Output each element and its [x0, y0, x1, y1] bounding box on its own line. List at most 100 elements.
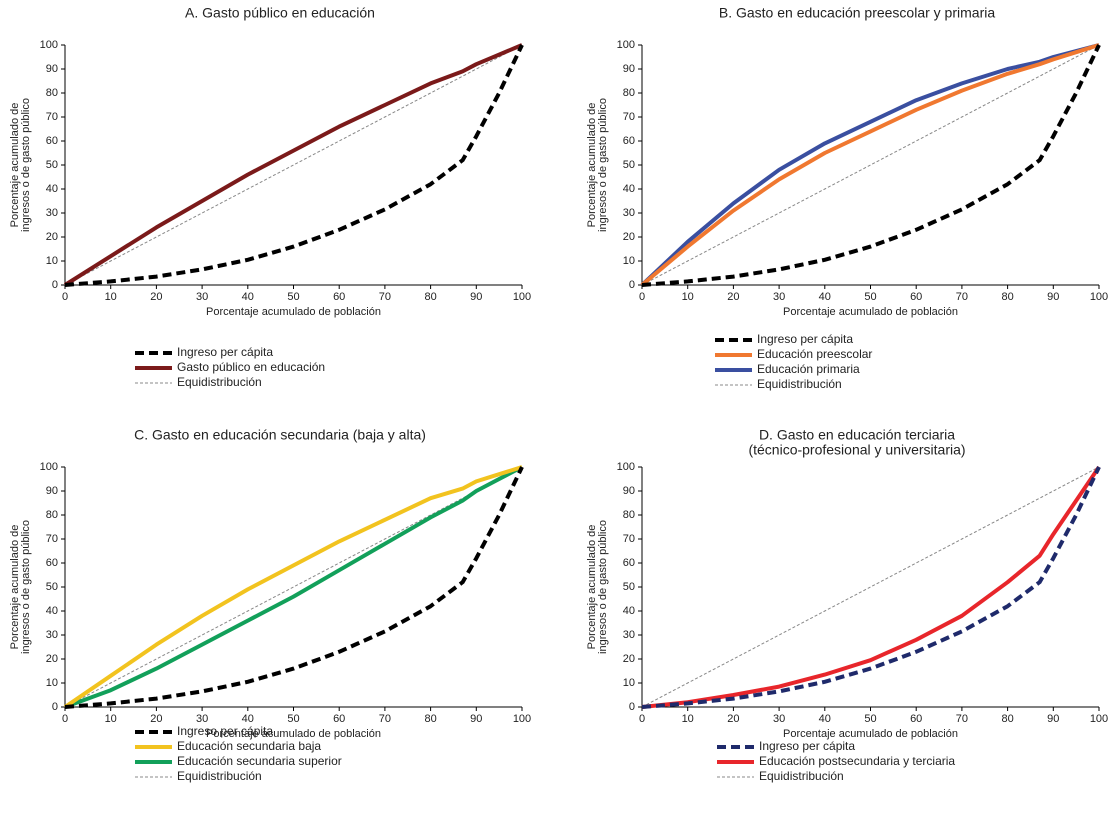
- series-line: [64, 466, 524, 709]
- y-tick-label: 90: [46, 485, 58, 497]
- series-line: [641, 44, 1101, 287]
- x-tick-label: 80: [424, 291, 436, 303]
- x-tick-label: 30: [196, 291, 208, 303]
- x-tick-label: 90: [470, 291, 482, 303]
- chart-title: C. Gasto en educación secundaria (baja y…: [134, 427, 426, 443]
- y-axis-label: ingresos o de gasto público: [597, 520, 609, 654]
- x-tick-label: 20: [727, 713, 739, 725]
- y-tick-label: 30: [623, 629, 635, 641]
- chart-title: A. Gasto público en educación: [185, 5, 375, 21]
- legend-label: Ingreso per cápita: [177, 345, 273, 359]
- y-tick-label: 60: [46, 135, 58, 147]
- x-tick-label: 30: [196, 713, 208, 725]
- x-tick-label: 0: [639, 713, 645, 725]
- legend-label: Ingreso per cápita: [177, 724, 273, 738]
- y-tick-label: 100: [617, 461, 635, 473]
- x-tick-label: 80: [1001, 713, 1013, 725]
- series-line: [641, 465, 1101, 709]
- x-tick-label: 100: [1090, 713, 1108, 725]
- legend-label: Equidistribución: [177, 375, 262, 389]
- y-tick-label: 10: [46, 255, 58, 267]
- x-tick-label: 70: [956, 291, 968, 303]
- y-tick-label: 0: [629, 701, 635, 713]
- x-tick-label: 50: [864, 291, 876, 303]
- legend-label: Ingreso per cápita: [757, 332, 853, 346]
- legend-label: Educación secundaria superior: [177, 754, 342, 768]
- y-axis-label: Porcentaje acumulado de: [9, 103, 21, 228]
- legend-label: Educación primaria: [757, 362, 860, 376]
- y-tick-label: 40: [46, 605, 58, 617]
- x-tick-label: 90: [1047, 713, 1059, 725]
- y-tick-label: 50: [623, 159, 635, 171]
- x-tick-label: 0: [62, 713, 68, 725]
- x-tick-label: 70: [379, 713, 391, 725]
- x-tick-label: 50: [287, 291, 299, 303]
- y-tick-label: 0: [52, 279, 58, 291]
- x-tick-label: 60: [910, 713, 922, 725]
- y-tick-label: 60: [623, 135, 635, 147]
- x-tick-label: 0: [62, 291, 68, 303]
- y-tick-label: 70: [46, 111, 58, 123]
- x-tick-label: 10: [105, 713, 117, 725]
- y-axis-label: ingresos o de gasto público: [597, 98, 609, 232]
- series-line: [64, 465, 523, 709]
- y-tick-label: 100: [40, 39, 58, 51]
- series-line: [64, 44, 524, 287]
- y-tick-label: 40: [46, 183, 58, 195]
- y-tick-label: 70: [623, 111, 635, 123]
- series-line: [640, 43, 1100, 287]
- y-tick-label: 70: [623, 533, 635, 545]
- legend-label: Educación preescolar: [757, 347, 872, 361]
- chart-subtitle: (técnico-profesional y universitaria): [748, 442, 965, 458]
- y-tick-label: 80: [46, 509, 58, 521]
- y-tick-label: 30: [46, 207, 58, 219]
- y-tick-label: 90: [46, 63, 58, 75]
- x-tick-label: 20: [150, 713, 162, 725]
- y-axis-label: ingresos o de gasto público: [20, 520, 32, 654]
- x-tick-label: 100: [513, 713, 531, 725]
- x-tick-label: 100: [1090, 291, 1108, 303]
- legend-label: Equidistribución: [759, 769, 844, 783]
- x-axis-label: Porcentaje acumulado de población: [783, 728, 958, 740]
- x-tick-label: 50: [864, 713, 876, 725]
- y-tick-label: 50: [623, 581, 635, 593]
- y-tick-label: 90: [623, 63, 635, 75]
- y-tick-label: 60: [46, 557, 58, 569]
- x-tick-label: 90: [470, 713, 482, 725]
- x-axis-label: Porcentaje acumulado de población: [783, 306, 958, 318]
- x-tick-label: 70: [956, 713, 968, 725]
- y-tick-label: 60: [623, 557, 635, 569]
- y-tick-label: 0: [629, 279, 635, 291]
- y-tick-label: 100: [40, 461, 58, 473]
- x-tick-label: 0: [639, 291, 645, 303]
- y-tick-label: 80: [623, 87, 635, 99]
- x-tick-label: 20: [150, 291, 162, 303]
- series-line: [641, 466, 1101, 709]
- legend-label: Ingreso per cápita: [759, 739, 855, 753]
- x-tick-label: 30: [773, 291, 785, 303]
- x-tick-label: 40: [819, 291, 831, 303]
- y-tick-label: 20: [623, 653, 635, 665]
- x-tick-label: 40: [242, 713, 254, 725]
- y-tick-label: 0: [52, 701, 58, 713]
- x-tick-label: 60: [333, 291, 345, 303]
- y-tick-label: 40: [623, 605, 635, 617]
- x-tick-label: 10: [682, 713, 694, 725]
- x-tick-label: 90: [1047, 291, 1059, 303]
- x-axis-label: Porcentaje acumulado de población: [206, 728, 381, 740]
- series-line: [63, 43, 523, 287]
- series-line: [63, 465, 523, 709]
- legend-label: Gasto público en educación: [177, 360, 325, 374]
- x-tick-label: 60: [910, 291, 922, 303]
- chart-title: B. Gasto en educación preescolar y prima…: [719, 5, 995, 21]
- y-tick-label: 20: [46, 231, 58, 243]
- y-tick-label: 20: [46, 653, 58, 665]
- y-axis-label: ingresos o de gasto público: [20, 98, 32, 232]
- x-tick-label: 50: [287, 713, 299, 725]
- y-tick-label: 100: [617, 39, 635, 51]
- y-tick-label: 30: [46, 629, 58, 641]
- y-tick-label: 10: [623, 677, 635, 689]
- y-tick-label: 20: [623, 231, 635, 243]
- x-tick-label: 80: [424, 713, 436, 725]
- chart-title: D. Gasto en educación terciaria: [759, 427, 955, 443]
